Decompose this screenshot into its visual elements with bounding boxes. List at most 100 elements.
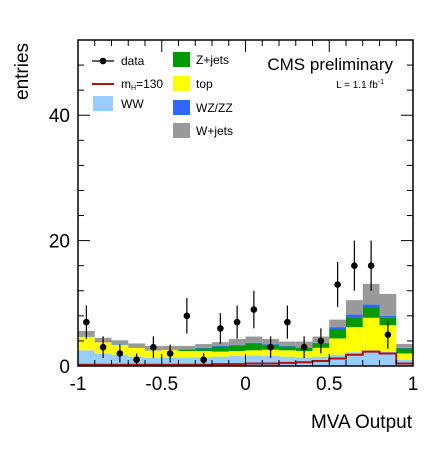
bar-w-jets-2 (111, 340, 129, 345)
data-point-16 (351, 262, 358, 269)
luminosity-label: L = 1.1 fb-1 (336, 79, 384, 91)
bar-ww-8 (212, 356, 229, 366)
bar-w-jets-3 (128, 343, 145, 348)
bar-z-jets-12 (279, 346, 296, 351)
bar-ww-4 (145, 357, 162, 366)
bar-wz-zz-6 (178, 349, 196, 350)
bar-ww-6 (178, 357, 196, 366)
x-tick-label-1: -0.5 (145, 374, 178, 395)
bar-z-jets-8 (212, 346, 229, 352)
data-point-7 (200, 356, 207, 364)
bar-wz-zz-19 (396, 347, 413, 349)
experiment-label: CMS preliminary (267, 55, 393, 74)
x-tick-label-4: 1 (408, 374, 419, 395)
bar-w-jets-9 (228, 339, 246, 345)
bar-wz-zz-9 (228, 344, 246, 346)
bar-top-8 (212, 351, 229, 357)
bar-w-jets-15 (329, 319, 346, 328)
bar-ww-10 (245, 355, 263, 366)
bar-w-jets-7 (195, 344, 212, 348)
bar-z-jets-16 (346, 317, 363, 328)
data-point-2 (116, 350, 124, 357)
legend-label-data: data (121, 54, 145, 68)
bar-w-jets-18 (379, 293, 397, 316)
axis-ticks (77, 39, 414, 367)
legend-label-ww: WW (121, 97, 144, 111)
bar-wz-zz-17 (362, 304, 380, 308)
bar-w-jets-8 (212, 342, 229, 346)
bar-top-17 (362, 317, 380, 351)
bar-top-3 (128, 347, 145, 357)
bar-ww-0 (78, 350, 95, 366)
data-point-3 (133, 356, 140, 364)
data-point-12 (284, 318, 291, 326)
y-tick-label-1: 20 (49, 232, 70, 253)
bar-wz-zz-15 (329, 327, 346, 330)
data-point-10 (250, 306, 258, 313)
data-point-18 (384, 331, 392, 338)
bar-ww-17 (362, 350, 380, 366)
legend-entry-signal: mH=130 (92, 77, 163, 92)
legend-label-signal: mH=130 (121, 77, 163, 92)
legend-entry-zjets: Z+jets (173, 52, 229, 67)
bar-top-15 (329, 338, 346, 355)
data-points (83, 240, 392, 366)
bar-z-jets-7 (195, 348, 212, 351)
x-tick-label-2: 0 (240, 374, 251, 395)
bar-top-9 (228, 350, 246, 356)
bar-wz-zz-2 (111, 344, 129, 345)
legend-entry-wjets: W+jets (173, 123, 233, 138)
bar-ww-11 (262, 355, 279, 366)
data-point-0 (83, 318, 90, 326)
bar-top-0 (78, 336, 95, 351)
bar-ww-15 (329, 354, 346, 366)
data-point-4 (150, 343, 157, 351)
legend: data mH=130 WW Z+jets top WZ/ZZ (92, 52, 233, 138)
bar-z-jets-19 (396, 348, 413, 354)
legend-label-wzzz: WZ/ZZ (196, 101, 233, 115)
x-tick-label-0: -1 (70, 374, 87, 395)
y-axis-title: entries (12, 43, 33, 100)
data-point-17 (367, 262, 375, 269)
bar-z-jets-10 (245, 343, 263, 351)
bar-wz-zz-10 (245, 342, 263, 344)
data-point-6 (183, 312, 191, 320)
y-tick-label-2: 40 (49, 106, 70, 127)
bar-z-jets-9 (228, 345, 246, 351)
bar-top-6 (178, 350, 196, 358)
data-point-15 (334, 281, 341, 288)
bar-w-jets-10 (245, 336, 263, 343)
bar-ww-9 (228, 355, 246, 366)
bar-wz-zz-7 (195, 347, 212, 349)
bar-wz-zz-16 (346, 314, 363, 318)
legend-entry-ww: WW (93, 96, 144, 111)
x-tick-label-3: 0.5 (316, 374, 342, 395)
data-point-8 (217, 325, 224, 332)
y-tick-label-0: 0 (59, 357, 70, 378)
data-point-9 (233, 318, 241, 326)
bar-w-jets-17 (362, 283, 380, 305)
bar-top-12 (279, 350, 296, 357)
bar-ww-12 (279, 356, 296, 366)
legend-entry-wzzz: WZ/ZZ (173, 100, 233, 115)
data-point-13 (300, 343, 308, 351)
bar-z-jets-15 (329, 329, 346, 339)
legend-entry-top: top (173, 76, 213, 91)
legend-label-wjets: W+jets (196, 124, 233, 138)
data-point-1 (99, 343, 107, 351)
tick-labels: -1 -0.5 0 0.5 1 0 20 40 (49, 106, 418, 395)
bar-top-19 (396, 353, 413, 360)
bar-top-10 (245, 350, 263, 356)
bar-ww-1 (94, 353, 112, 366)
data-point-11 (267, 343, 274, 351)
bar-wz-zz-8 (212, 345, 229, 347)
legend-entry-data: data (92, 54, 145, 68)
x-axis-title: MVA Output (311, 412, 413, 433)
bar-z-jets-6 (178, 349, 196, 351)
bar-w-jets-16 (346, 300, 363, 315)
bar-w-jets-19 (396, 344, 413, 348)
bar-w-jets-6 (178, 345, 196, 350)
bar-wz-zz-18 (379, 315, 397, 318)
bar-w-jets-12 (279, 341, 296, 346)
